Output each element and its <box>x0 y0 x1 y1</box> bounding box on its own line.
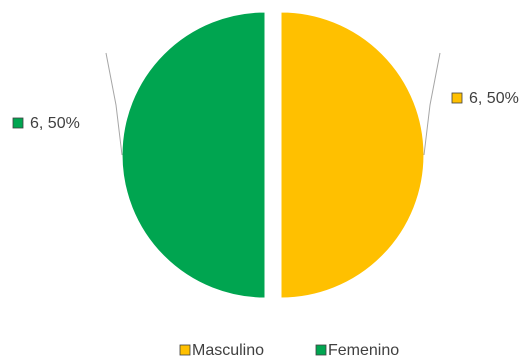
pie-slices <box>121 11 425 299</box>
data-label-key-masculino <box>451 92 463 104</box>
leader-line-masculino <box>423 52 441 156</box>
legend-swatch-masculino <box>179 344 191 356</box>
data-labels: 6, 50% 6, 50% <box>12 90 519 132</box>
pie-slice-femenino <box>121 11 266 299</box>
leader-line-femenino <box>105 52 123 156</box>
legend-swatch-femenino <box>315 344 327 356</box>
pie-slice-masculino <box>280 11 425 299</box>
data-label-masculino: 6, 50% <box>469 90 519 107</box>
legend-label-femenino: Femenino <box>328 342 399 359</box>
data-label-key-femenino <box>12 117 24 129</box>
data-label-femenino: 6, 50% <box>30 115 80 132</box>
legend: Masculino Femenino <box>179 342 399 359</box>
leader-lines <box>105 52 441 156</box>
legend-label-masculino: Masculino <box>192 342 264 359</box>
